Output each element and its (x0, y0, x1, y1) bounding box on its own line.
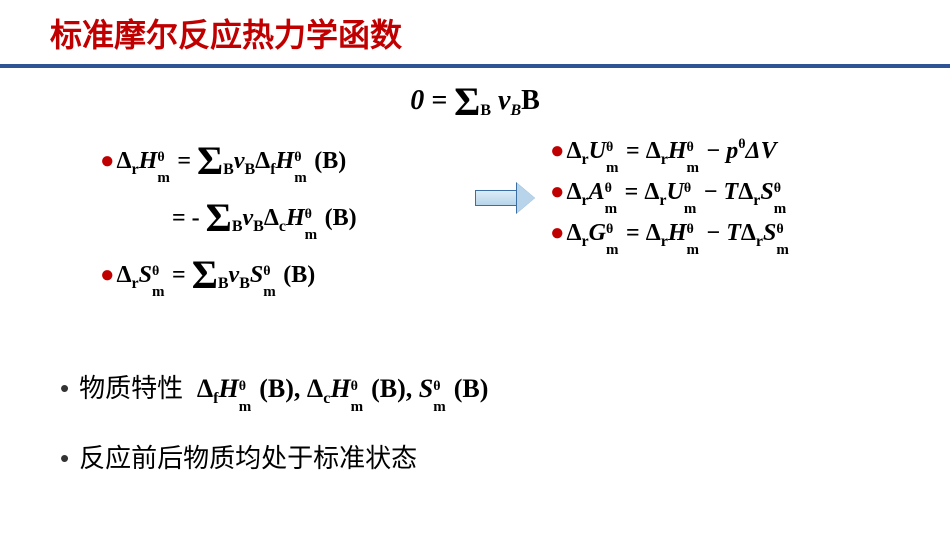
sigma-icon: Σ (206, 195, 232, 240)
nu: ν (498, 85, 510, 116)
delta-r-G-eq: ●ΔrGθm = ΔrHθm − TΔrSθm (550, 220, 910, 251)
sigma-icon: Σ (197, 138, 223, 183)
note-substance-props: •物质特性 ΔfHθm (B), ΔcHθm (B), Sθm (B) (60, 368, 910, 408)
nu-sub: B (510, 102, 521, 119)
equation-columns: ●ΔrHθm = ΣBνBΔfHθm (B) = - ΣBνBΔcHθm (B)… (40, 137, 910, 308)
delta-r-S-eq: ●ΔrSθm = ΣBνBSθm (B) (100, 251, 460, 298)
content-area: 0 = ΣB νBB ●ΔrHθm = ΣBνBΔfHθm (B) = - ΣB… (0, 68, 950, 475)
stoichiometry-equation: 0 = ΣB νBB (40, 78, 910, 125)
right-column: ●ΔrUθm = ΔrHθm − pθΔV ●ΔrAθm = ΔrUθm − T… (550, 137, 910, 261)
delta-r-H-eq-alt: = - ΣBνBΔcHθm (B) (100, 194, 460, 241)
delta-r-U-eq: ●ΔrUθm = ΔrHθm − pθΔV (550, 137, 910, 169)
bullet-icon: ● (550, 179, 565, 205)
sigma-icon: Σ (454, 79, 480, 124)
bullet-icon: • (60, 443, 69, 473)
left-column: ●ΔrHθm = ΣBνBΔfHθm (B) = - ΣBνBΔcHθm (B)… (40, 137, 460, 308)
bullet-icon: • (60, 373, 69, 403)
sigma-sub: B (480, 102, 491, 119)
arrow-icon (470, 187, 540, 209)
notes-section: •物质特性 ΔfHθm (B), ΔcHθm (B), Sθm (B) •反应前… (40, 368, 910, 475)
species-B: B (521, 85, 540, 116)
bullet-icon: ● (550, 220, 565, 246)
delta-r-A-eq: ●ΔrAθm = ΔrUθm − TΔrSθm (550, 179, 910, 210)
bullet-icon: ● (550, 138, 565, 164)
delta-r-H-eq: ●ΔrHθm = ΣBνBΔfHθm (B) (100, 137, 460, 184)
title-bar: 标准摩尔反应热力学函数 (0, 0, 950, 68)
zero-eq: 0 = (410, 85, 447, 116)
bullet-icon: ● (100, 148, 115, 174)
page-title: 标准摩尔反应热力学函数 (50, 10, 950, 56)
sigma-icon: Σ (192, 252, 218, 297)
note-standard-state: •反应前后物质均处于标准状态 (60, 438, 910, 475)
bullet-icon: ● (100, 262, 115, 288)
